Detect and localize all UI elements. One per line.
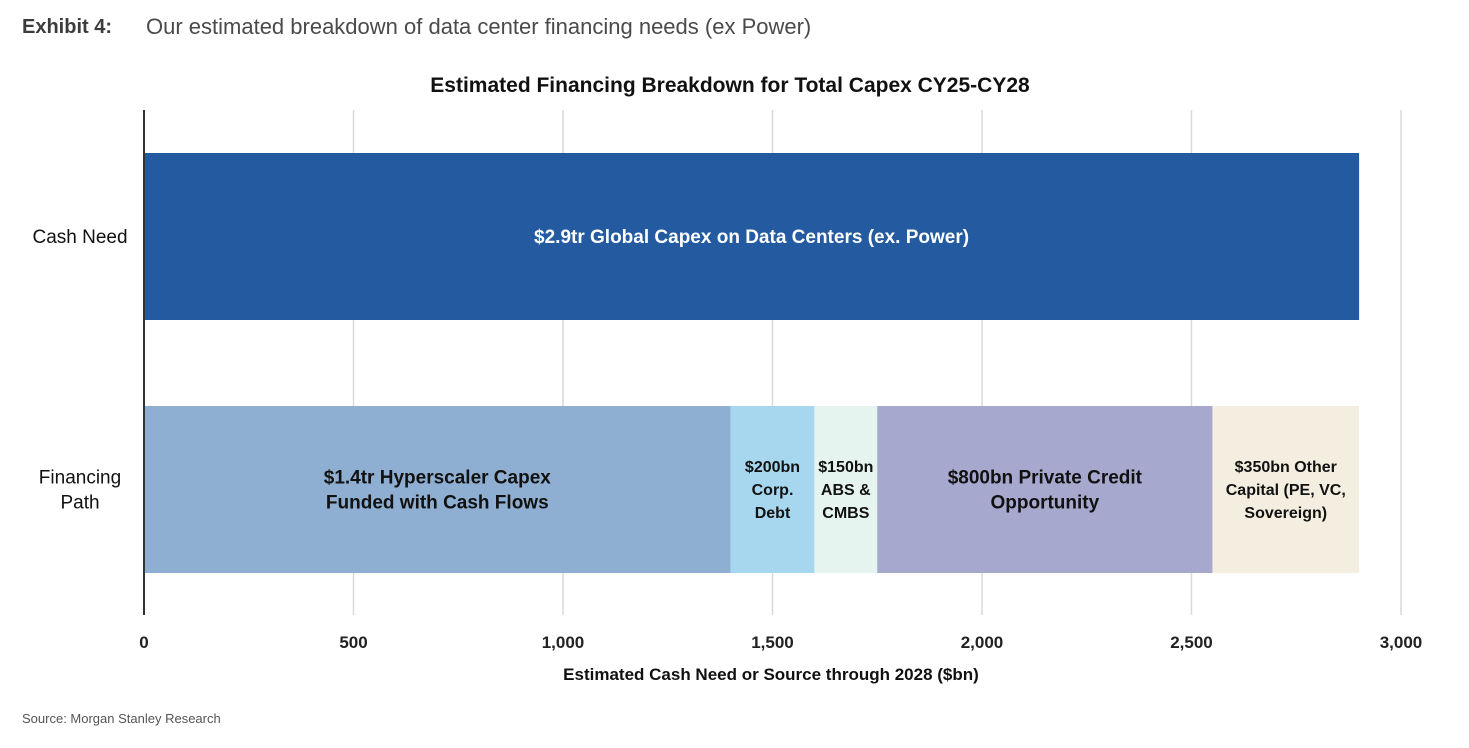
- x-tick-label: 2,000: [961, 633, 1004, 652]
- exhibit-title: Our estimated breakdown of data center f…: [146, 14, 812, 39]
- bar-segment-0-0: [144, 153, 1360, 320]
- x-tick-label: 3,000: [1380, 633, 1423, 652]
- y-category-label-1: Financing Path: [39, 468, 121, 514]
- source-note: Source: Morgan Stanley Research: [22, 711, 221, 726]
- financing-breakdown-chart: $2.9tr Global Capex on Data Centers (ex.…: [32, 74, 1422, 684]
- chart-title: Estimated Financing Breakdown for Total …: [430, 74, 1030, 97]
- bar-segment-1-0: [144, 406, 731, 573]
- exhibit-header: Exhibit 4: Our estimated breakdown of da…: [22, 12, 811, 42]
- x-tick-label: 0: [139, 633, 148, 652]
- bar-segment-1-2: [814, 406, 878, 573]
- x-tick-label: 1,500: [751, 633, 794, 652]
- axes: 0 500 1,000 1,500 2,000 2,500 3,000 Cash Need Fi…: [32, 110, 1422, 652]
- y-category-label-0: Cash Need: [32, 227, 127, 248]
- exhibit-label: Exhibit 4:: [22, 15, 113, 38]
- bar-segment-1-1: [730, 406, 815, 573]
- data-label-0-0: $2.9tr Global Capex on Data Centers (ex.…: [534, 227, 969, 248]
- bars: $2.9tr Global Capex on Data Centers (ex.…: [144, 153, 1360, 573]
- x-axis-label: Estimated Cash Need or Source through 20…: [563, 665, 979, 684]
- bar-segment-1-4: [1212, 406, 1360, 573]
- x-tick-label: 1,000: [542, 633, 585, 652]
- x-tick-label: 2,500: [1170, 633, 1213, 652]
- data-label-1-0: $1.4tr Hyperscaler Capex Funded with Cash…: [324, 468, 552, 514]
- data-label-1-3: $800bn Private Credit Opportunity: [948, 468, 1143, 514]
- data-label-1-1: $200bn Corp. Debt: [745, 459, 800, 522]
- x-tick-label: 500: [339, 633, 367, 652]
- data-label-1-4: $350bn Other Capital (PE, VC, Sovereign): [1226, 459, 1346, 522]
- bar-segment-1-3: [877, 406, 1213, 573]
- data-label-1-2: $150bn ABS & CMBS: [818, 459, 873, 522]
